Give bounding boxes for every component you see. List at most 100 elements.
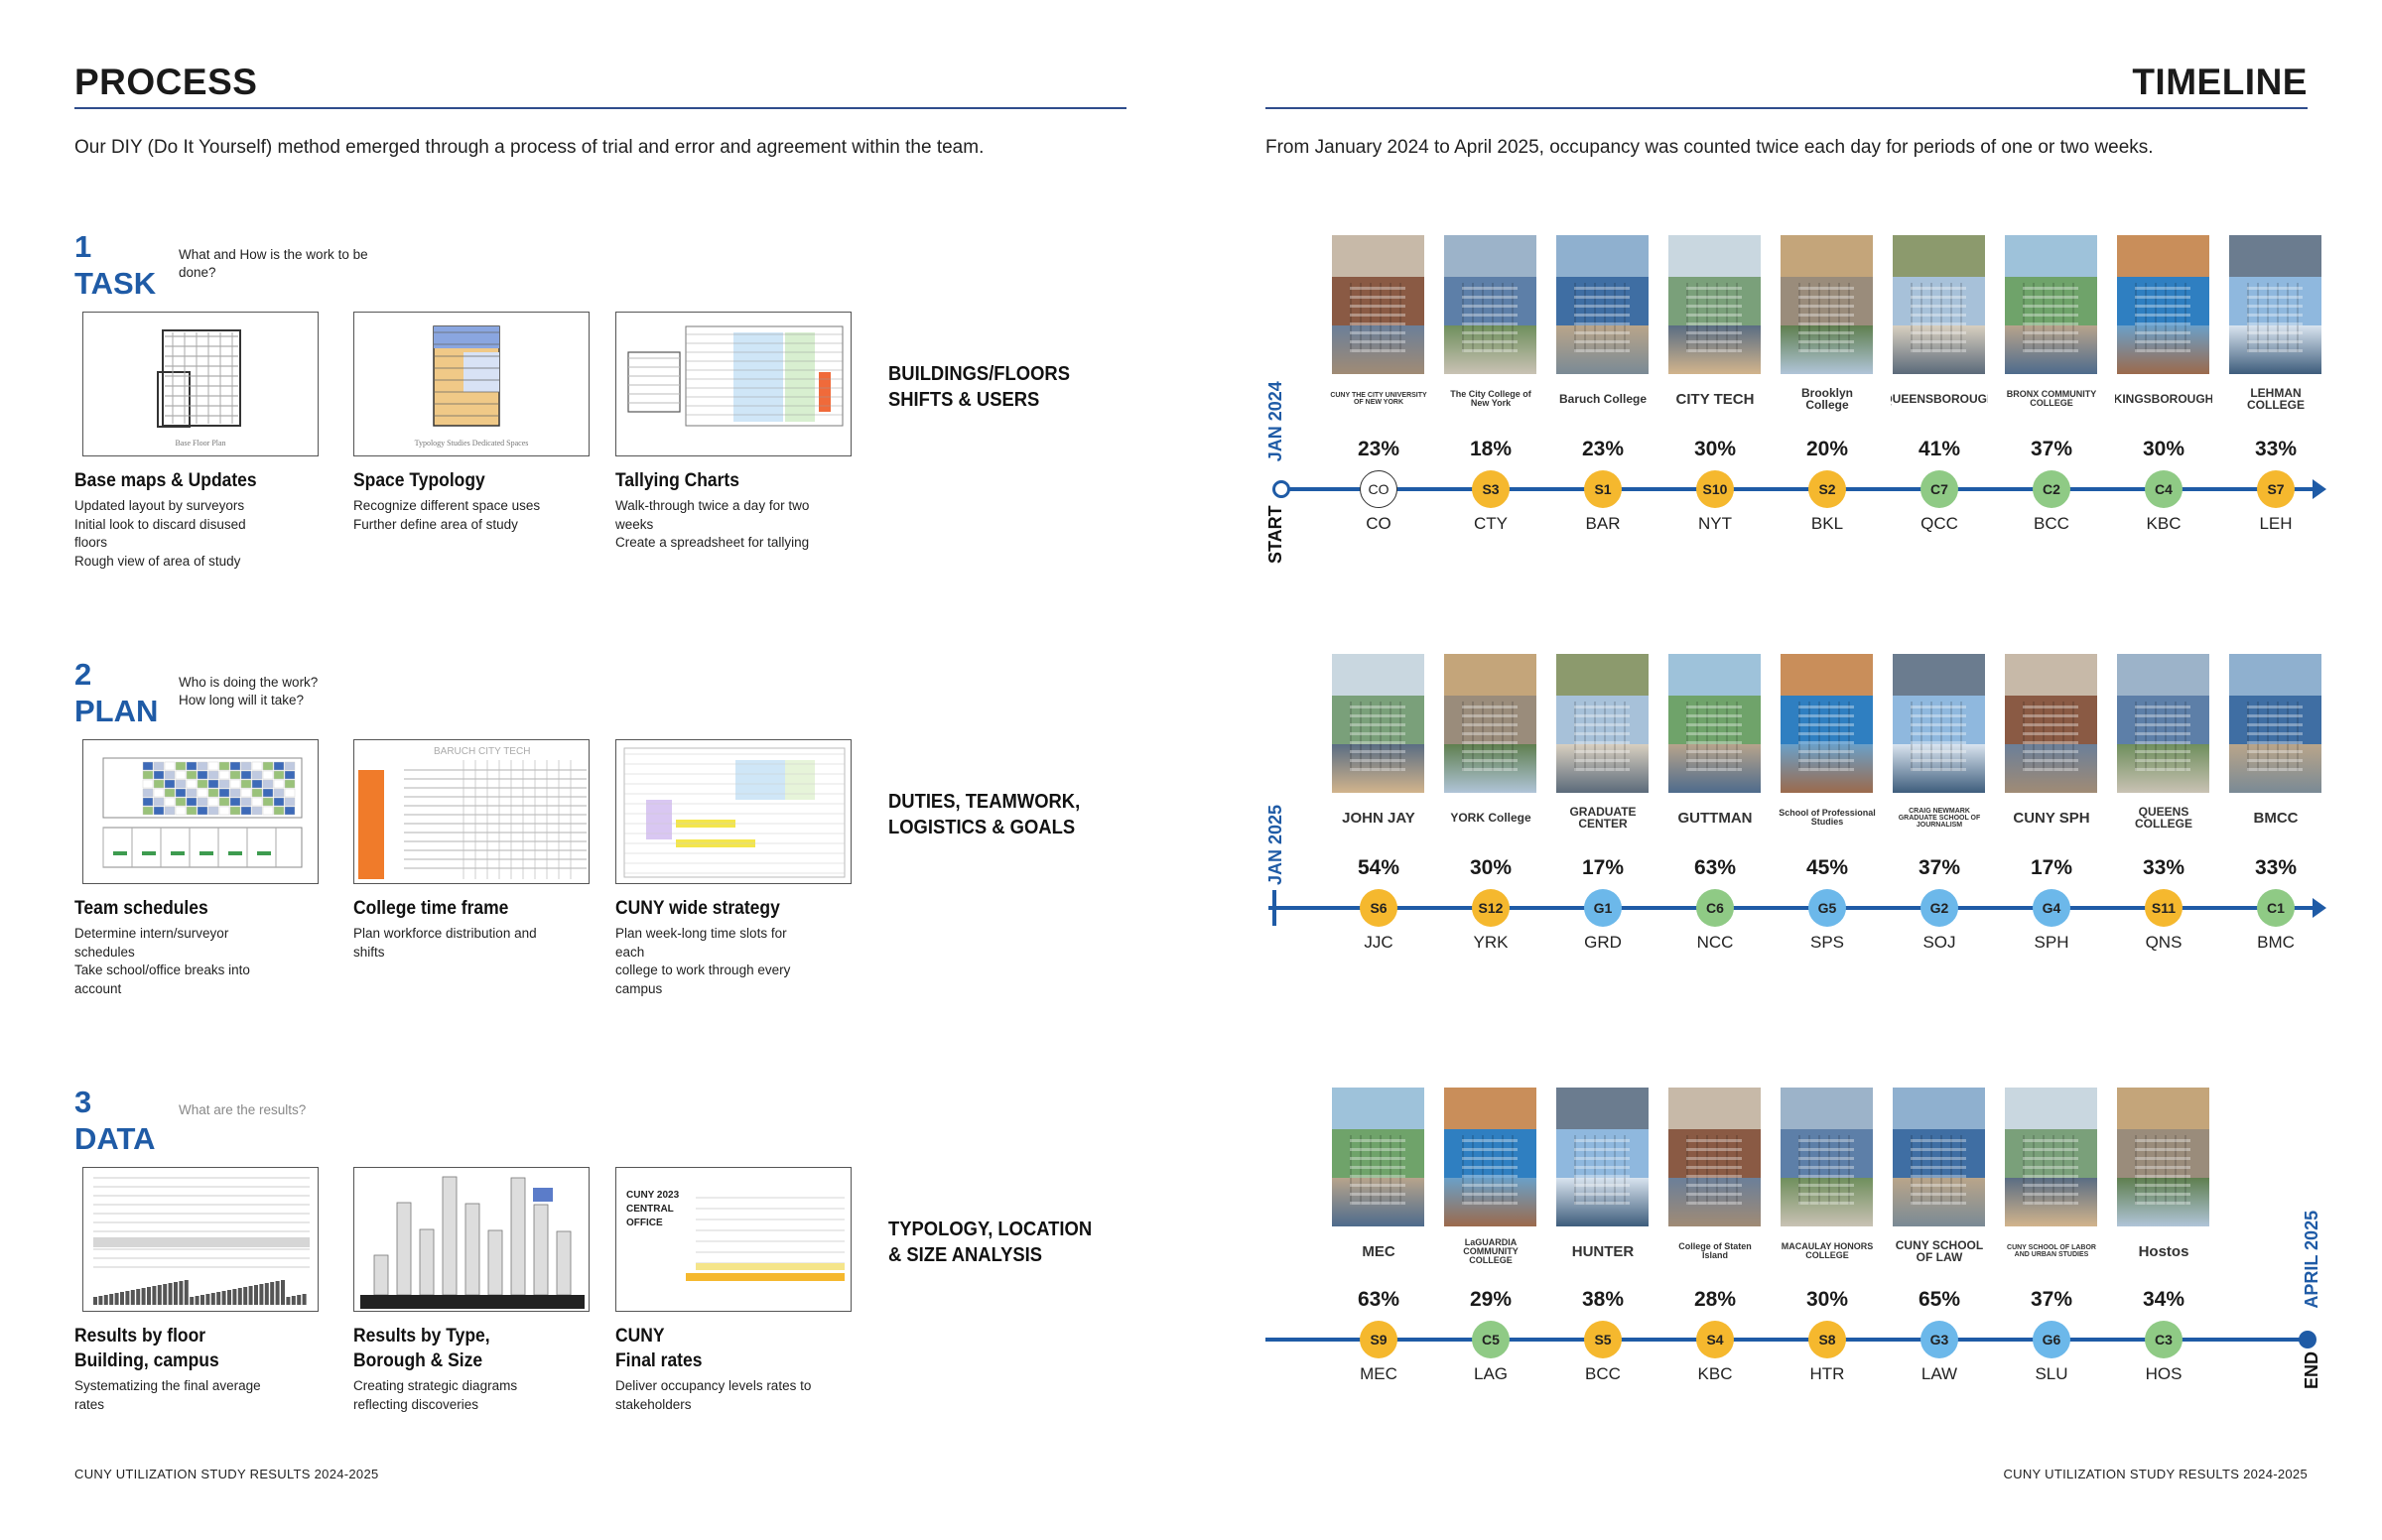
campus-photo: [1556, 235, 1649, 374]
start-word: START: [1265, 505, 1285, 564]
campus-photo: [1781, 654, 1873, 793]
college-status-dot: S11: [2145, 889, 2183, 927]
svg-text:CUNY 2023: CUNY 2023: [626, 1190, 680, 1201]
step-number: 1: [74, 229, 92, 264]
college-code: SLU: [2035, 1364, 2068, 1383]
photo-detail: [2023, 1135, 2078, 1205]
college-status-dot: C1: [2257, 889, 2295, 927]
occupancy-rate: 37%: [1918, 856, 1961, 879]
step-thumbnail: Base Floor Plan: [82, 312, 319, 456]
college-logo: GRADUATE CENTER: [1569, 805, 1637, 831]
campus-photo: [2117, 1088, 2209, 1226]
item-description: Walk-through twice a day for two weeks C…: [615, 498, 810, 550]
timeline-arrow-icon: [2313, 479, 2326, 499]
college-status-dot: G5: [1808, 889, 1846, 927]
process-footer: CUNY UTILIZATION STUDY RESULTS 2024-2025: [74, 1467, 379, 1481]
campus-photo: [1893, 1088, 1985, 1226]
step-thumbnail: Typology Studies Dedicated Spaces: [353, 312, 590, 456]
photo-detail: [2247, 702, 2303, 771]
timeline-line: [1268, 906, 2313, 910]
campus-photo: [1332, 235, 1424, 374]
college-logo: Baruch College: [1558, 392, 1648, 406]
occupancy-rate: 17%: [2030, 856, 2073, 879]
college-code: HTR: [1809, 1364, 1845, 1383]
college-status-dot: S6: [1360, 889, 1397, 927]
item-description: Updated layout by surveyors Initial look…: [74, 498, 246, 569]
process-intro: Our DIY (Do It Yourself) method emerged …: [74, 137, 985, 158]
college-status-dot: S12: [1472, 889, 1510, 927]
item-title: Results by floor Building, campus: [74, 1326, 219, 1371]
thumbnail-caption: Base Floor Plan: [175, 439, 226, 448]
college-code: BMC: [2257, 933, 2295, 952]
occupancy-rate: 30%: [1805, 1288, 1849, 1311]
college-logo: QUEENS COLLEGE: [2134, 805, 2192, 831]
college-logo: KINGSBOROUGH: [2115, 392, 2212, 406]
college-status-dot: S5: [1584, 1321, 1622, 1358]
college-logo: QUEENSBOROUGH: [1891, 392, 1988, 406]
item-title: Team schedules: [74, 898, 208, 919]
college-logo: HUNTER: [1571, 1242, 1635, 1260]
campus-photo: [1332, 654, 1424, 793]
college-code: GRD: [1584, 933, 1622, 952]
college-code: BCC: [2034, 514, 2069, 533]
occupancy-rate: 54%: [1357, 856, 1400, 879]
end-marker-label: END APRIL 2025: [2302, 1211, 2322, 1389]
college-logo: School of Professional Studies: [1779, 808, 1876, 827]
step-thumbnail: [353, 1167, 590, 1312]
timeline-line: [1280, 487, 2313, 491]
step-side-label: TYPOLOGY, LOCATION & SIZE ANALYSIS: [888, 1219, 1093, 1266]
mid-date-label: JAN 2025: [1265, 804, 1285, 885]
college-logo: BRONX COMMUNITY COLLEGE: [2006, 389, 2097, 408]
college-code: SOJ: [1922, 933, 1956, 952]
item-title: College time frame: [353, 898, 509, 919]
college-code: YRK: [1473, 933, 1509, 952]
college-logo: CUNY THE CITY UNIVERSITY OF NEW YORK: [1330, 392, 1427, 406]
college-status-dot: S2: [1808, 470, 1846, 508]
college-status-dot: C4: [2145, 470, 2183, 508]
college-code: LEH: [2259, 514, 2293, 533]
step-title: PLAN: [74, 694, 159, 728]
item-title: CUNY Final rates: [615, 1326, 703, 1371]
step-title: TASK: [74, 266, 157, 301]
occupancy-rate: 63%: [1693, 856, 1737, 879]
college-code: BKL: [1810, 514, 1844, 533]
occupancy-rate: 63%: [1357, 1288, 1400, 1311]
item-description: Plan workforce distribution and shifts: [353, 926, 537, 960]
occupancy-rate: 30%: [2142, 438, 2185, 460]
college-code: QCC: [1920, 514, 1958, 533]
college-logo: LaGUARDIA COMMUNITY COLLEGE: [1463, 1236, 1519, 1265]
college-status-dot: C2: [2033, 470, 2070, 508]
college-logo: GUTTMAN: [1677, 809, 1753, 827]
occupancy-rate: 17%: [1581, 856, 1625, 879]
campus-photo: [1668, 654, 1761, 793]
campus-photo: [1556, 1088, 1649, 1226]
campus-photo: [1556, 654, 1649, 793]
end-dot-icon: [2299, 1331, 2316, 1348]
campus-photo: [1444, 654, 1536, 793]
photo-detail: [1798, 283, 1854, 352]
college-logo: The City College of New York: [1450, 389, 1531, 408]
photo-detail: [1686, 283, 1742, 352]
campus-photo: [1444, 235, 1536, 374]
college-code: CTY: [1474, 514, 1508, 533]
item-title: Results by Type, Borough & Size: [353, 1326, 490, 1371]
campus-photo: [2229, 235, 2321, 374]
step-thumbnail: [82, 739, 319, 884]
occupancy-rate: 37%: [2030, 438, 2073, 460]
step-question: What are the results?: [179, 1102, 307, 1117]
step-question: Who is doing the work? How long will it …: [179, 675, 319, 707]
college-status-dot: S7: [2257, 470, 2295, 508]
start-date: JAN 2024: [1265, 381, 1285, 462]
photo-detail: [1798, 1135, 1854, 1205]
occupancy-rate: 23%: [1357, 438, 1400, 460]
step-number: 3: [74, 1085, 92, 1119]
occupancy-rate: 18%: [1469, 438, 1513, 460]
step-thumbnail: [615, 739, 852, 884]
college-logo: MACAULAY HONORS COLLEGE: [1781, 1241, 1874, 1260]
college-logo: YORK College: [1450, 811, 1531, 825]
occupancy-rate: 37%: [2030, 1288, 2073, 1311]
campus-photo: [1668, 1088, 1761, 1226]
occupancy-rate: 33%: [2142, 856, 2185, 879]
photo-detail: [1686, 702, 1742, 771]
step-thumbnail: [82, 1167, 319, 1312]
